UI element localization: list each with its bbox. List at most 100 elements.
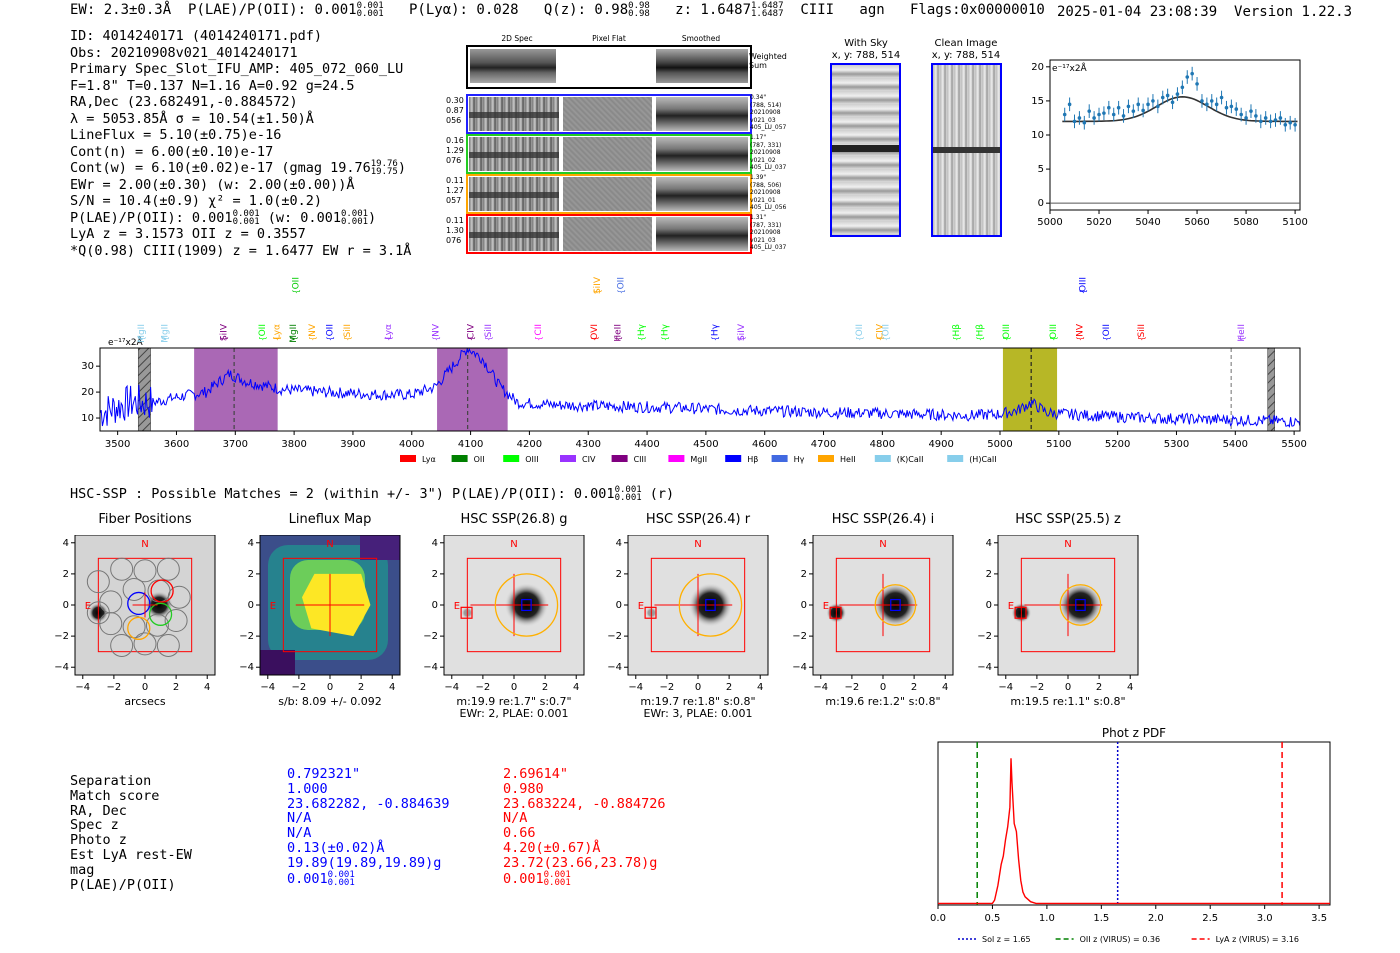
hsc-panel-caption: m:19.7 re:1.8" s:0.8" EWr: 3, PLAE: 0.001 <box>640 695 756 720</box>
spectrum-xtick-label: 5000 <box>987 439 1012 450</box>
spectrum-xtick-label: 5300 <box>1164 439 1189 450</box>
spectrum-line-bracket: { <box>484 336 493 341</box>
spectrum-ylabel: e⁻¹⁷x2Å <box>108 336 144 348</box>
north-label: N <box>326 539 333 550</box>
spectrum-line-bracket: { <box>343 336 352 341</box>
hsc-aperture-box <box>650 557 746 653</box>
match-box-secondary <box>460 606 473 619</box>
spectrum-line-label: SiIV <box>593 276 603 294</box>
match-box-secondary <box>644 606 657 619</box>
photz-pdf-chart: Phot z PDF 0.0 0.5 1.0 1.5 2.0 2.5 3.0 3.5 Sol z … <box>930 726 1331 944</box>
hsc-panel-title: Lineflux Map <box>288 512 372 527</box>
spectrum-line-label: OVI <box>590 324 600 340</box>
zoom-ytick-label: 5 <box>1038 164 1044 175</box>
spectrum-line-bracket: { <box>1002 336 1011 341</box>
spectrum-line-label: Lyα <box>272 324 282 340</box>
spectrum-line-label: CII <box>534 324 544 336</box>
spectrum-xtick-label: 4900 <box>928 439 953 450</box>
cutout-smoothed <box>656 137 748 171</box>
legend-swatch <box>503 455 520 462</box>
hsc-panel-title: HSC SSP(26.8) g <box>460 512 568 527</box>
zoom-axes-frame <box>1049 59 1301 211</box>
spectrum-ytick-label: 10 <box>81 413 94 424</box>
match-box-secondary <box>1014 606 1027 619</box>
spectrum-line-bracket: { <box>137 336 146 341</box>
spectrum-line-bracket: { <box>534 336 543 341</box>
cutout-row <box>466 134 752 174</box>
zoom-point <box>1273 118 1278 122</box>
cutout-row <box>466 94 752 134</box>
spectrum-line-bracket: { <box>855 336 864 341</box>
spectrum-line-label: Hγ <box>637 323 647 336</box>
hsc-panel-i: N E −4 −4 −2 −2 0 0 2 2 4 4 <box>792 535 954 693</box>
fiber-circle <box>167 585 191 609</box>
spectrum-line-label: Hβ <box>975 324 985 337</box>
info-ewr: EWr = 2.00(±0.30) (w: 2.00(±0.00))Å <box>70 176 355 193</box>
zoom-point <box>1249 109 1253 113</box>
spectrum-xtick-label: 4600 <box>752 439 777 450</box>
match-label: Est LyA rest-EW <box>70 846 192 863</box>
header-z: z: 1.6487 <box>675 2 751 18</box>
legend-swatch <box>560 455 576 462</box>
zoom-xtick-label: 5040 <box>1135 217 1160 228</box>
spectrum-line-label: NV <box>1075 323 1085 337</box>
hsc-panel-title: HSC SSP(25.5) z <box>1015 512 1121 527</box>
hsc-panel-caption: m:19.9 re:1.7" s:0.7" EWr: 2, PLAE: 0.001 <box>456 695 572 720</box>
hsc-panel-caption: m:19.6 re:1.2" s:0.8" <box>825 695 941 708</box>
hsc-source-primary <box>145 591 173 619</box>
hsc-ytick-label: −2 <box>792 631 807 642</box>
spectrum-line-label: MgII <box>137 324 147 343</box>
spectrum-line-bracket: { <box>1049 336 1058 341</box>
hsc-xtick-label: 0 <box>327 682 333 693</box>
match-label: mag <box>70 861 95 878</box>
spectrum-line-bracket: { <box>291 289 300 294</box>
spectrum-line-bracket: { <box>258 336 267 341</box>
hsc-xtick-label: 2 <box>911 682 917 693</box>
zoom-ytick-label: 0 <box>1038 198 1044 209</box>
clean-image-trace <box>933 147 1000 153</box>
zoom-point <box>1087 109 1092 113</box>
match-label: Photo z <box>70 832 127 849</box>
header-qz: Q(z): 0.98 <box>543 2 629 18</box>
zoom-point <box>1254 114 1258 118</box>
legend-swatch <box>874 455 891 462</box>
spectrum-xtick-label: 3900 <box>340 439 365 450</box>
spectrum-line-bracket: { <box>875 336 884 341</box>
hsc-xtick-label: −2 <box>292 682 307 693</box>
match-value: 0.792321" <box>287 766 361 782</box>
hsc-ytick-label: 0 <box>248 600 254 611</box>
fiber-circle <box>156 633 180 657</box>
spectrum-line-bracket: { <box>661 336 670 341</box>
hsc-ytick-label: −4 <box>607 662 622 673</box>
hsc-aperture-box <box>466 557 562 653</box>
match-box-secondary <box>829 606 842 619</box>
zoom-ylabel: e⁻¹⁷x2Å <box>1052 62 1088 74</box>
spectrum-line-bracket: { <box>614 336 623 341</box>
zoom-point <box>1214 102 1219 107</box>
spectrum-line-label: SiIV <box>220 323 230 341</box>
fiber-circle <box>156 557 180 581</box>
spectrum-line-label: SiII <box>484 324 494 338</box>
spectrum-band <box>437 348 508 431</box>
info-id: ID: 4014240171 (4014240171.pdf) <box>70 28 322 44</box>
legend-swatch <box>947 455 964 462</box>
hsc-ytick-label: −4 <box>792 662 807 673</box>
header-ew: EW: 2.3±0.3Å <box>70 2 172 18</box>
hsc-xtick-label: 2 <box>542 682 548 693</box>
fiber-circle <box>122 577 146 601</box>
east-label: E <box>85 601 91 612</box>
zoom-model-curve <box>1062 95 1298 123</box>
photz-axes-frame <box>937 741 1331 906</box>
with-sky-trace <box>832 145 899 152</box>
cutout-2dspec <box>469 137 559 171</box>
info-sn: S/N = 10.4(±0.9) χ² = 1.0(±0.2) <box>70 193 322 209</box>
fiber-circle <box>145 613 169 637</box>
cutout-header-smoothed: Smoothed <box>681 34 721 43</box>
hsc-ytick-label: 2 <box>616 569 622 580</box>
spectrum-xtick-label: 4800 <box>870 439 895 450</box>
spectrum-line-label: Hγ <box>661 323 671 336</box>
zoom-xtick-label: 5000 <box>1037 217 1062 228</box>
info-q: *Q(0.98) CIII(1909) z = 1.6477 EW r = 3.… <box>70 242 412 259</box>
spectrum-line-bracket: { <box>325 336 334 341</box>
match-box-primary <box>1075 598 1086 612</box>
